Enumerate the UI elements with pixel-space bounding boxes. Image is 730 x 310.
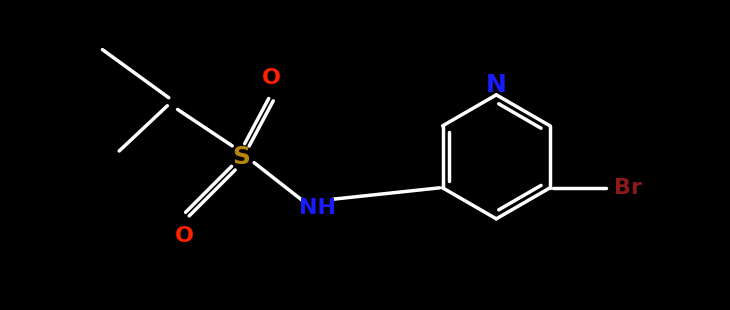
Text: NH: NH	[299, 198, 336, 218]
Text: O: O	[262, 68, 281, 88]
Text: S: S	[232, 145, 250, 169]
Text: N: N	[486, 73, 507, 97]
Text: Br: Br	[614, 178, 642, 198]
Text: O: O	[175, 226, 194, 246]
